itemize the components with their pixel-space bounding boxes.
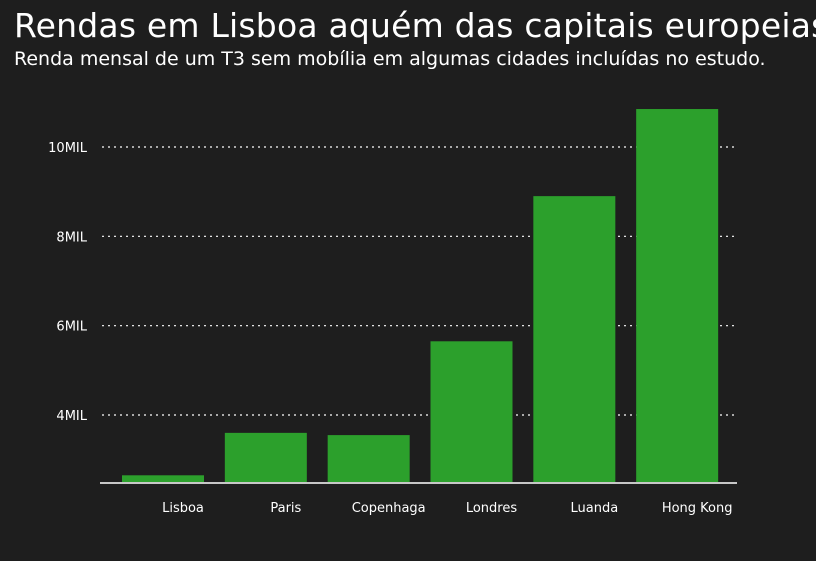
gridlines [102, 146, 737, 416]
x-axis-ticks: Lisboa Paris Copenhaga Londres Luanda Hong Ko… [162, 501, 732, 516]
x-tick-label: Lisboa [162, 501, 204, 516]
x-tick-label: Copenhaga [352, 501, 426, 516]
y-tick-label: 6MIL [56, 320, 87, 335]
y-tick-label: 10MIL [48, 141, 88, 156]
bar-hong-kong [636, 109, 719, 483]
x-tick-label: Paris [270, 501, 301, 516]
x-tick-label: Londres [466, 501, 518, 516]
bar-londres [430, 341, 513, 482]
bar-copenhaga [327, 435, 410, 482]
chart-subtitle: Renda mensal de um T3 sem mobília em alg… [14, 48, 766, 70]
bar-luanda [533, 196, 616, 482]
y-tick-label: 8MIL [56, 230, 87, 245]
bars [122, 109, 719, 483]
chart-title: Rendas em Lisboa aquém das capitais euro… [14, 6, 816, 45]
x-tick-label: Luanda [570, 501, 618, 516]
x-tick-label: Hong Kong [662, 501, 733, 516]
bar-lisboa [122, 475, 204, 482]
y-tick-label: 4MIL [56, 409, 87, 424]
y-axis-ticks: 4MIL 6MIL 8MIL 10MIL [48, 141, 88, 424]
bar-paris [224, 432, 307, 482]
